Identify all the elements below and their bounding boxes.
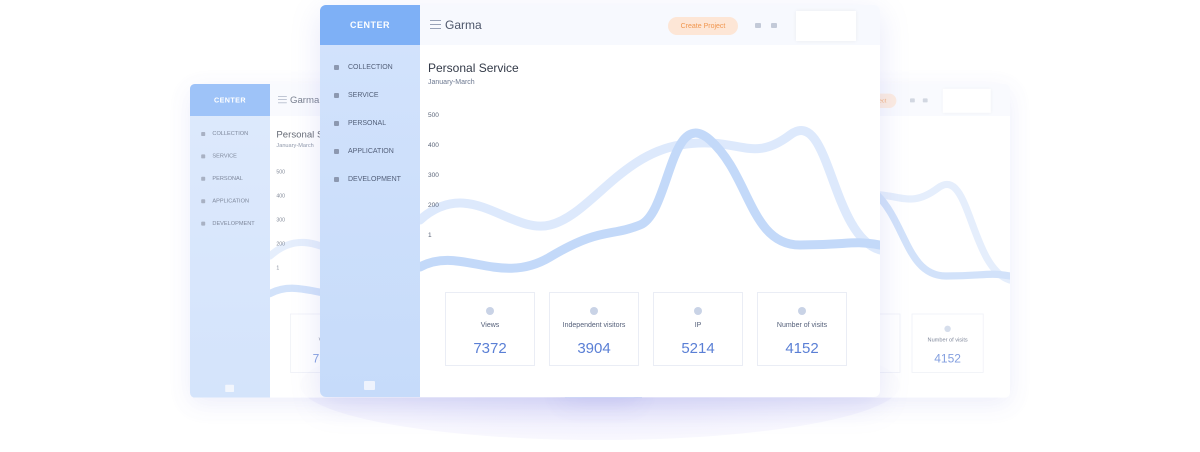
stat-icon [944, 325, 951, 332]
sidebar: CENTER COLLECTION SERVICE PERSONAL APPLICATI… [320, 5, 420, 397]
stat-icon [798, 307, 806, 315]
message-icon [922, 98, 928, 103]
menu-icon [201, 154, 206, 159]
sound-icon [910, 98, 915, 103]
axis-label: 300 [428, 172, 439, 179]
menu-toggle[interactable] [278, 96, 287, 104]
menu-label: SERVICE [212, 153, 237, 160]
stat-icon [694, 307, 702, 315]
menu-item[interactable]: APPLICATION [201, 198, 249, 204]
menu-label: COLLECTION [348, 64, 393, 71]
app-name: Garma [445, 18, 482, 32]
menu-icon [201, 132, 206, 136]
user-box [942, 88, 991, 113]
menu-icon [334, 93, 339, 98]
brand: CENTER [320, 5, 420, 45]
menu-icon [201, 221, 206, 226]
menu-icon [334, 65, 339, 70]
menu-item[interactable]: SERVICE [334, 92, 379, 99]
stat-card: Views 7372 [445, 292, 535, 366]
stat-card: Number of visits 4152 [911, 313, 984, 373]
menu-toggle[interactable] [430, 20, 441, 29]
stat-icon [590, 307, 598, 315]
panel-subtitle: January-March [428, 79, 475, 86]
top-bar: Garma Create Project [420, 5, 880, 45]
stat-label: IP [694, 322, 702, 329]
brand: CENTER [190, 84, 270, 116]
stat-value: 7372 [473, 340, 507, 357]
stat-label: Independent visitors [562, 322, 626, 329]
menu-icon [201, 176, 206, 181]
menu-item[interactable]: COLLECTION [201, 131, 248, 137]
axis-label: 400 [276, 193, 286, 200]
user-box [796, 11, 856, 41]
message-icon [771, 23, 777, 28]
menu-item[interactable]: APPLICATION [334, 148, 394, 155]
menu-label: PERSONAL [348, 120, 387, 127]
menu-label: PERSONAL [212, 176, 243, 182]
axis-label: 300 [276, 217, 286, 224]
sidebar: CENTER COLLECTION SERVICE PERSONAL APPLICATI… [190, 84, 270, 398]
wave-line [420, 128, 880, 273]
axis-label: 400 [428, 142, 439, 149]
chart-waves [420, 126, 880, 273]
stat-label: Number of visits [927, 337, 968, 344]
stat-label: Views [480, 322, 500, 329]
stat-value: 5214 [681, 340, 715, 357]
menu-item[interactable]: PERSONAL [334, 120, 386, 127]
panel-title: Personal Service [428, 61, 519, 75]
stat-icon [486, 307, 494, 315]
sidebar-footer-icon [225, 384, 234, 392]
stat-value: 3904 [577, 340, 611, 357]
menu-icon [334, 177, 339, 182]
menu-icon [334, 149, 339, 154]
axis-label: 500 [428, 112, 439, 119]
sound-icon [755, 23, 761, 28]
stat-label: Number of visits [776, 322, 828, 329]
stat-card: Number of visits 4152 [757, 292, 847, 366]
stat-card: IP 5214 [653, 292, 743, 366]
menu-label: APPLICATION [348, 148, 394, 155]
stat-value: 4152 [785, 340, 819, 357]
axis-label: 200 [276, 241, 286, 248]
menu-icon [201, 199, 206, 204]
app-name: Garma [290, 94, 320, 106]
create-project-button[interactable]: Create Project [668, 17, 738, 35]
panel-subtitle: January-March [276, 143, 314, 149]
menu-item[interactable]: COLLECTION [334, 64, 393, 71]
axis-label: 200 [428, 202, 439, 209]
menu-label: DEVELOPMENT [212, 220, 255, 227]
axis-label: 1 [428, 232, 432, 239]
panel-title: Personal Service [276, 128, 349, 140]
wave-line [420, 126, 880, 255]
menu-item[interactable]: SERVICE [201, 153, 237, 160]
stat-value: 4152 [934, 352, 961, 366]
app-window: CENTER COLLECTION SERVICE PERSONAL APPLICATI… [320, 5, 880, 397]
menu-label: COLLECTION [212, 131, 249, 137]
menu-icon [334, 121, 339, 126]
menu-label: SERVICE [348, 92, 379, 99]
menu-item[interactable]: DEVELOPMENT [334, 176, 401, 183]
menu-label: DEVELOPMENT [348, 176, 401, 183]
menu-item[interactable]: PERSONAL [201, 176, 243, 182]
sidebar-footer-icon [364, 381, 375, 390]
menu-label: APPLICATION [212, 198, 250, 204]
menu-item[interactable]: DEVELOPMENT [201, 220, 255, 227]
stat-card: Independent visitors 3904 [549, 292, 639, 366]
axis-label: 1 [276, 265, 280, 272]
axis-label: 500 [276, 169, 286, 176]
